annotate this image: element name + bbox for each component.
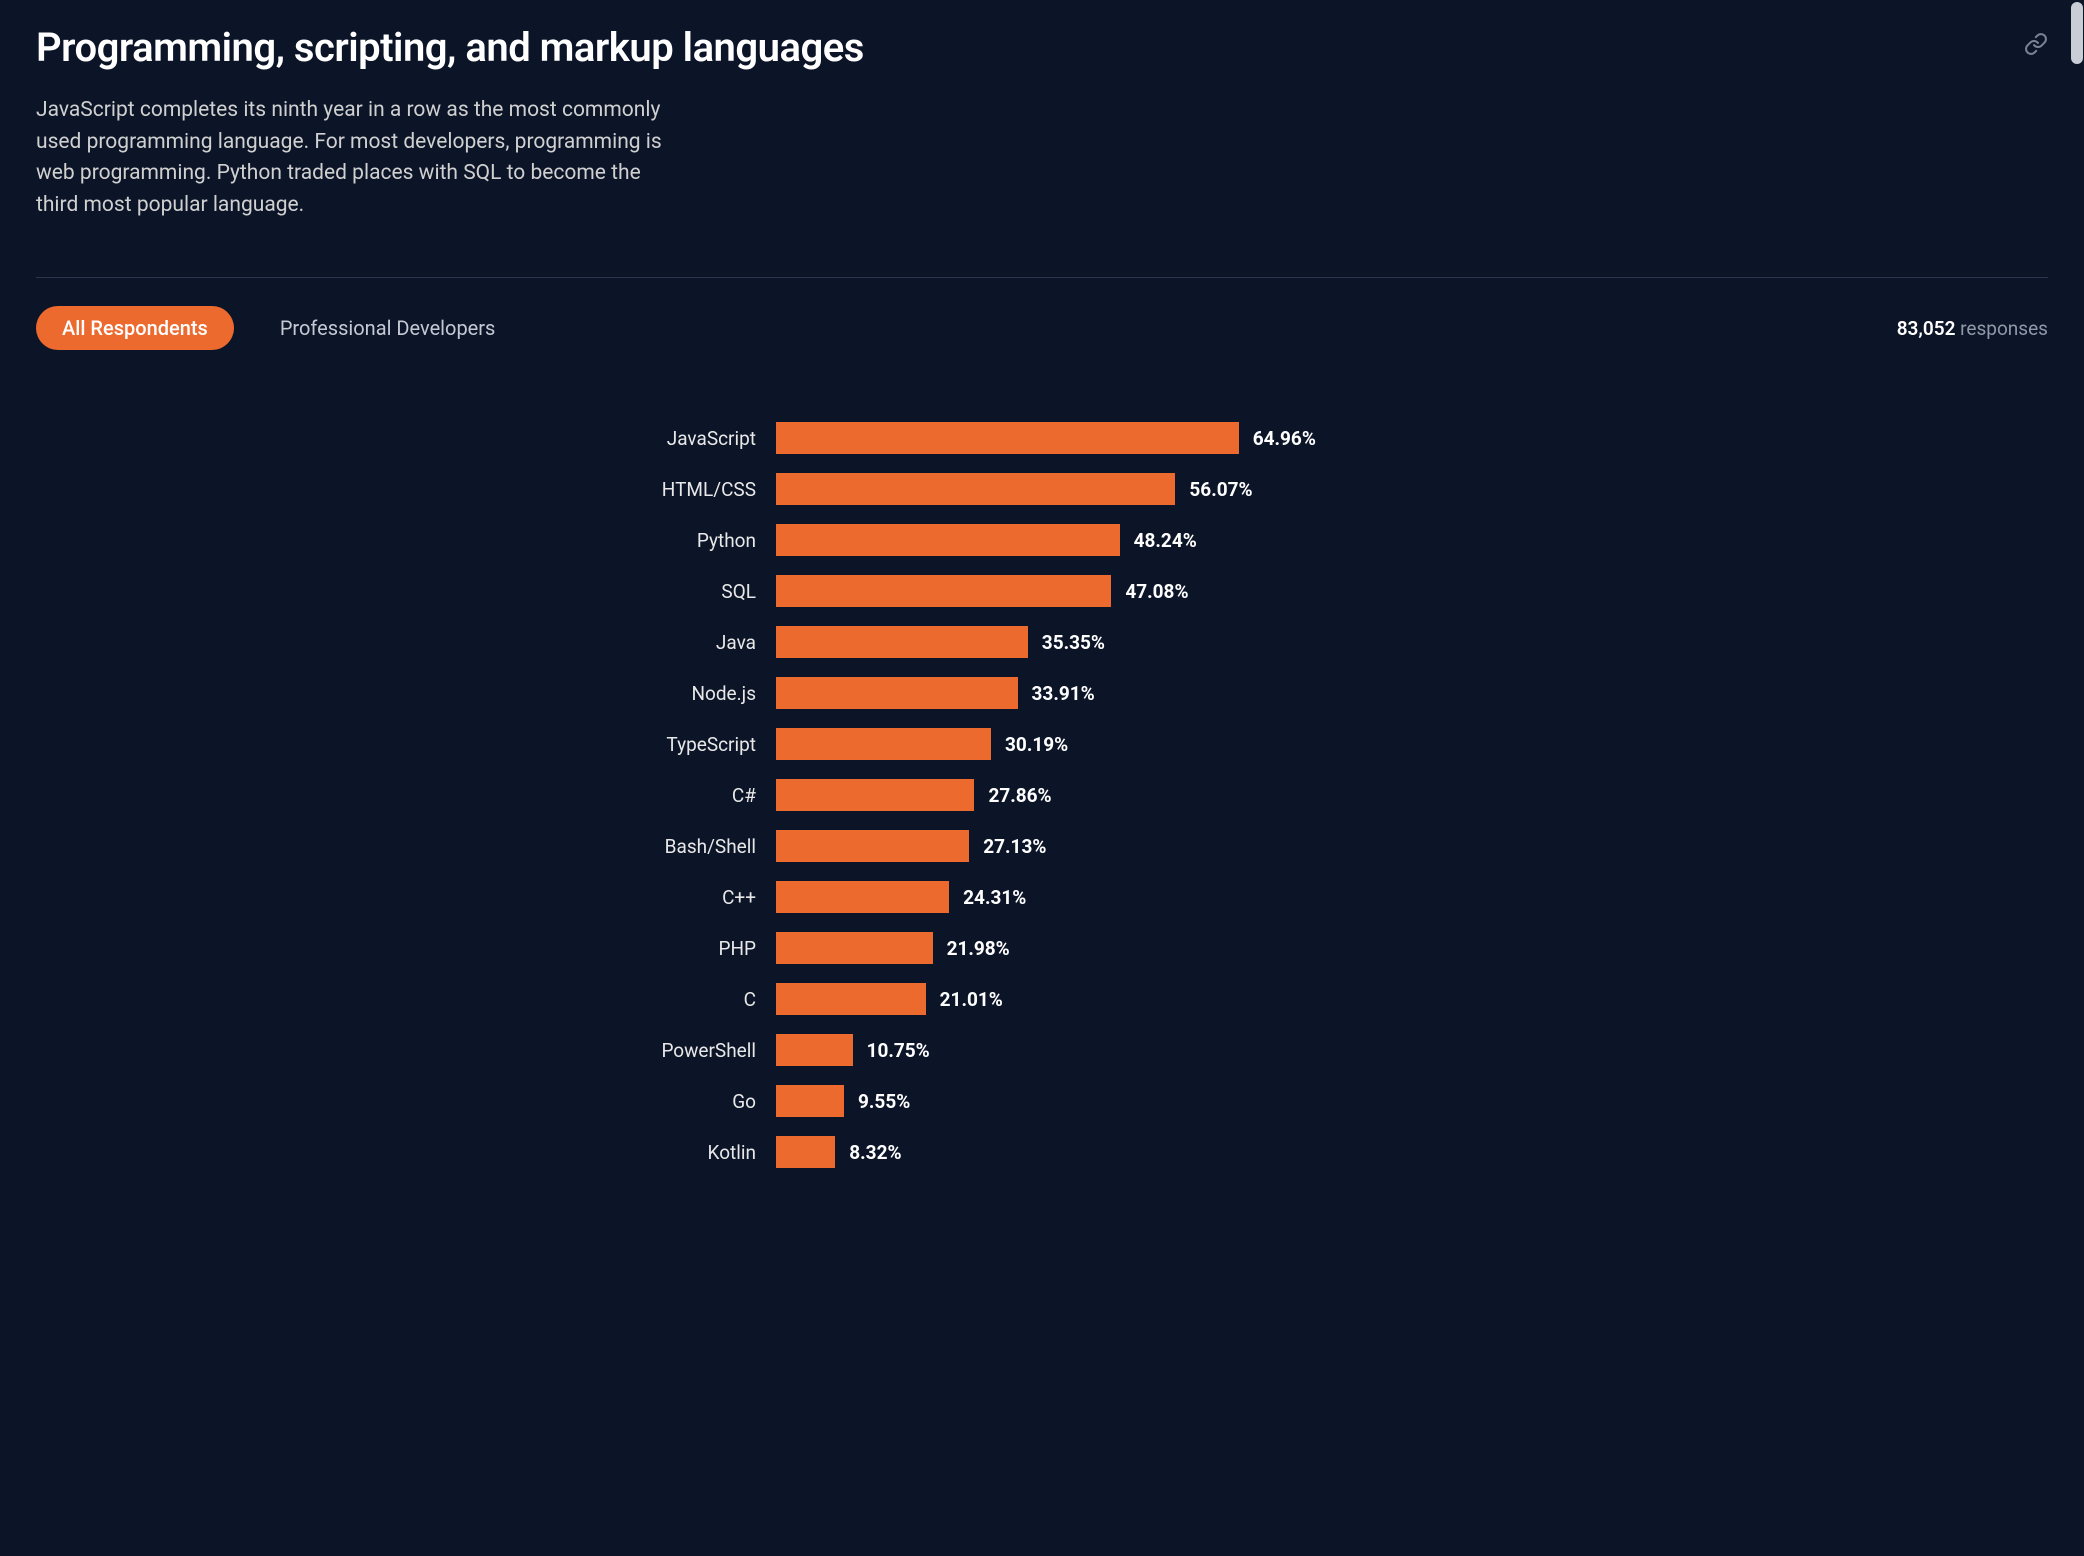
bar-row: Bash/Shell 27.13% xyxy=(382,830,1702,862)
bar-label: PowerShell xyxy=(382,1039,776,1062)
bar-value: 21.01% xyxy=(940,988,1003,1011)
bar-fill xyxy=(776,830,969,862)
bar-row: Go 9.55% xyxy=(382,1085,1702,1117)
bar-track: 33.91% xyxy=(776,677,1702,709)
page-title: Programming, scripting, and markup langu… xyxy=(36,24,864,71)
bar-row: C++ 24.31% xyxy=(382,881,1702,913)
permalink-icon[interactable] xyxy=(2024,32,2048,60)
scrollbar[interactable] xyxy=(2070,0,2084,1556)
bar-track: 21.01% xyxy=(776,983,1702,1015)
response-count-number: 83,052 xyxy=(1897,317,1956,340)
bar-track: 30.19% xyxy=(776,728,1702,760)
bar-row: HTML/CSS 56.07% xyxy=(382,473,1702,505)
bar-track: 27.86% xyxy=(776,779,1702,811)
bar-fill xyxy=(776,779,974,811)
bar-row: Kotlin 8.32% xyxy=(382,1136,1702,1168)
bar-fill xyxy=(776,1136,835,1168)
bar-label: Java xyxy=(382,631,776,654)
bar-track: 47.08% xyxy=(776,575,1702,607)
bar-row: TypeScript 30.19% xyxy=(382,728,1702,760)
bar-track: 64.96% xyxy=(776,422,1702,454)
bar-fill xyxy=(776,677,1018,709)
bar-value: 35.35% xyxy=(1042,631,1105,654)
bar-fill xyxy=(776,524,1120,556)
bar-value: 21.98% xyxy=(947,937,1010,960)
scrollbar-thumb[interactable] xyxy=(2071,2,2083,64)
bar-label: HTML/CSS xyxy=(382,478,776,501)
bar-label: C xyxy=(382,988,776,1011)
bar-fill xyxy=(776,728,991,760)
bar-label: C++ xyxy=(382,886,776,909)
bar-row: JavaScript 64.96% xyxy=(382,422,1702,454)
bar-label: Bash/Shell xyxy=(382,835,776,858)
bar-fill xyxy=(776,626,1028,658)
bar-track: 8.32% xyxy=(776,1136,1702,1168)
bar-label: Node.js xyxy=(382,682,776,705)
bar-row: PowerShell 10.75% xyxy=(382,1034,1702,1066)
bar-row: SQL 47.08% xyxy=(382,575,1702,607)
bar-row: C 21.01% xyxy=(382,983,1702,1015)
section-divider xyxy=(36,277,2048,278)
bar-fill xyxy=(776,575,1111,607)
bar-track: 27.13% xyxy=(776,830,1702,862)
bar-fill xyxy=(776,473,1175,505)
bar-value: 10.75% xyxy=(867,1039,930,1062)
languages-bar-chart: JavaScript 64.96% HTML/CSS 56.07% Python 48.2… xyxy=(382,422,1702,1168)
bar-label: Python xyxy=(382,529,776,552)
response-count: 83,052 responses xyxy=(1897,317,2048,340)
bar-fill xyxy=(776,1085,844,1117)
bar-value: 47.08% xyxy=(1125,580,1188,603)
bar-value: 27.13% xyxy=(983,835,1046,858)
bar-value: 24.31% xyxy=(963,886,1026,909)
bar-fill xyxy=(776,422,1239,454)
bar-value: 9.55% xyxy=(858,1090,910,1113)
bar-label: SQL xyxy=(382,580,776,603)
bar-fill xyxy=(776,1034,853,1066)
bar-value: 56.07% xyxy=(1189,478,1252,501)
bar-track: 56.07% xyxy=(776,473,1702,505)
bar-fill xyxy=(776,881,949,913)
bar-label: C# xyxy=(382,784,776,807)
bar-track: 9.55% xyxy=(776,1085,1702,1117)
section-description: JavaScript completes its ninth year in a… xyxy=(36,95,676,221)
response-count-label: responses xyxy=(1960,317,2048,340)
bar-fill xyxy=(776,983,926,1015)
bar-label: PHP xyxy=(382,937,776,960)
bar-value: 48.24% xyxy=(1134,529,1197,552)
bar-value: 8.32% xyxy=(849,1141,901,1164)
bar-track: 10.75% xyxy=(776,1034,1702,1066)
bar-row: PHP 21.98% xyxy=(382,932,1702,964)
bar-label: TypeScript xyxy=(382,733,776,756)
tab-group: All Respondents Professional Developers xyxy=(36,306,521,350)
tab-professional-developers[interactable]: Professional Developers xyxy=(254,306,522,350)
bar-label: JavaScript xyxy=(382,427,776,450)
bar-label: Kotlin xyxy=(382,1141,776,1164)
bar-fill xyxy=(776,932,933,964)
bar-track: 35.35% xyxy=(776,626,1702,658)
bar-row: Java 35.35% xyxy=(382,626,1702,658)
bar-value: 33.91% xyxy=(1032,682,1095,705)
bar-label: Go xyxy=(382,1090,776,1113)
bar-value: 64.96% xyxy=(1253,427,1316,450)
tab-all-respondents[interactable]: All Respondents xyxy=(36,306,234,350)
bar-value: 30.19% xyxy=(1005,733,1068,756)
bar-row: Python 48.24% xyxy=(382,524,1702,556)
bar-track: 21.98% xyxy=(776,932,1702,964)
bar-value: 27.86% xyxy=(988,784,1051,807)
bar-track: 24.31% xyxy=(776,881,1702,913)
bar-row: Node.js 33.91% xyxy=(382,677,1702,709)
bar-track: 48.24% xyxy=(776,524,1702,556)
bar-row: C# 27.86% xyxy=(382,779,1702,811)
